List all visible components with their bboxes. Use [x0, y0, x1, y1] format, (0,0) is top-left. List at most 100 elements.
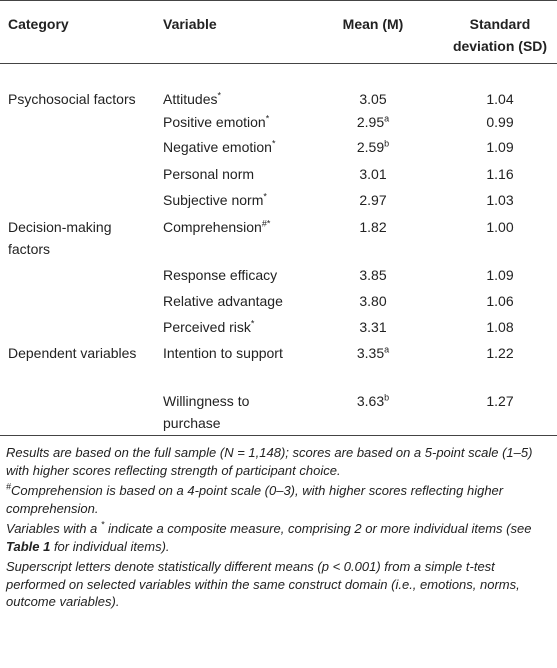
table-row: Decision-making factors Comprehension#* 1.… [0, 216, 557, 264]
category-cell [0, 389, 155, 436]
category-cell: Decision-making factors [0, 216, 155, 264]
sd: 1.06 [486, 292, 514, 309]
variable: Perceived risk [163, 318, 251, 335]
footnote-text: for individual items). [50, 538, 170, 554]
footnote-text: * [100, 519, 105, 530]
footnote-text: indicate a composite measure, comprising… [104, 521, 532, 536]
sd-cell: 1.04 [443, 64, 557, 111]
variable-superscript: * [263, 190, 267, 201]
sd-cell: 1.09 [443, 264, 557, 290]
variable-superscript: #* [261, 217, 271, 228]
variable-cell: Perceived risk* [155, 316, 303, 342]
sd-cell: 1.00 [443, 216, 557, 264]
mean: 3.85 [359, 266, 387, 283]
category-cell [0, 189, 155, 216]
variable-cell: Personal norm [155, 163, 303, 189]
footnote: Results are based on the full sample (N … [6, 444, 551, 479]
table-row: Positive emotion* 2.95a 0.99 [0, 111, 557, 136]
variable: Positive emotion [163, 113, 266, 130]
footnote: Superscript letters denote statistically… [6, 558, 551, 611]
category-cell [0, 163, 155, 189]
header-cell: Variable [155, 0, 303, 64]
mean-cell: 2.95a [303, 111, 443, 136]
variable: Negative emotion [163, 138, 272, 155]
sd: 1.27 [486, 392, 514, 409]
mean: 1.82 [359, 218, 387, 235]
sd: 1.16 [486, 165, 514, 182]
variable: Willingness to purchase [163, 392, 250, 431]
mean-cell: 3.01 [303, 163, 443, 189]
variable-superscript: * [250, 317, 255, 328]
mean: 2.59 [356, 138, 385, 155]
footnote: Variables with a * indicate a composite … [6, 520, 551, 555]
mean: 3.01 [359, 165, 387, 182]
sd-cell: 1.27 [443, 389, 557, 436]
sd-cell: 1.22 [443, 342, 557, 390]
header-cell: Standard deviation (SD) [443, 0, 557, 64]
mean-cell: 1.82 [303, 216, 443, 264]
sd: 1.03 [486, 191, 514, 208]
category-cell [0, 316, 155, 342]
mean: 3.05 [359, 91, 387, 107]
mean-superscript: b [384, 137, 390, 148]
footnotes: Results are based on the full sample (N … [0, 436, 557, 611]
mean: 3.31 [359, 318, 387, 335]
variable: Relative advantage [163, 292, 283, 309]
variable: Personal norm [163, 165, 255, 182]
table-row: Subjective norm* 2.97 1.03 [0, 189, 557, 216]
footnote-text: # [6, 481, 12, 492]
variable-cell: Subjective norm* [155, 189, 303, 216]
category-cell [0, 264, 155, 290]
variable-cell: Positive emotion* [155, 111, 303, 136]
table-row: Response efficacy 3.85 1.09 [0, 264, 557, 290]
variable: Intention to support [163, 344, 283, 361]
category: Decision-making factors [8, 218, 112, 257]
sd-cell: 1.16 [443, 163, 557, 189]
sd: 1.09 [486, 138, 514, 155]
category-cell [0, 136, 155, 163]
header-cell: Category [0, 0, 155, 64]
mean-cell: 3.63b [303, 389, 443, 436]
variable: Response efficacy [163, 266, 278, 283]
mean-cell: 3.31 [303, 316, 443, 342]
sd-cell: 1.06 [443, 290, 557, 316]
mean-cell: 3.80 [303, 290, 443, 316]
variable-cell: Negative emotion* [155, 136, 303, 163]
table-row: Dependent variables Intention to support 3… [0, 342, 557, 390]
sd-cell: 1.03 [443, 189, 557, 216]
sd: 0.99 [486, 113, 514, 130]
category-cell: Psychosocial factors [0, 64, 155, 111]
sd: 1.08 [486, 318, 514, 335]
variable-cell: Intention to support [155, 342, 303, 390]
table-body: Psychosocial factors Attitudes* 3.05 1.04 Po… [0, 64, 557, 436]
sd-cell: 1.08 [443, 316, 557, 342]
category: Psychosocial factors [8, 91, 136, 107]
variable-cell: Comprehension#* [155, 216, 303, 264]
category-cell [0, 111, 155, 136]
variable-superscript: * [265, 112, 270, 123]
header-cell: Mean (M) [303, 0, 443, 64]
variable: Comprehension [163, 218, 262, 235]
mean-superscript: a [384, 343, 390, 354]
table-row: Perceived risk* 3.31 1.08 [0, 316, 557, 342]
footnote-text: Comprehension is based on a 4-point scal… [6, 483, 504, 516]
table-row: Willingness to purchase 3.63b 1.27 [0, 389, 557, 436]
mean-cell: 2.97 [303, 189, 443, 216]
sd-cell: 0.99 [443, 111, 557, 136]
mean-superscript: a [384, 112, 390, 123]
mean-superscript: b [384, 391, 390, 402]
category-cell: Dependent variables [0, 342, 155, 390]
variable-cell: Relative advantage [155, 290, 303, 316]
category: Dependent variables [8, 344, 137, 361]
table: Category Variable Mean (M) Standard deviati… [0, 0, 557, 436]
sd: 1.04 [486, 91, 514, 107]
table-row: Relative advantage 3.80 1.06 [0, 290, 557, 316]
table-row: Psychosocial factors Attitudes* 3.05 1.04 [0, 64, 557, 111]
variable-cell: Attitudes* [155, 64, 303, 111]
mean-cell: 3.35a [303, 342, 443, 390]
footnote-text: Superscript letters denote statistically… [6, 559, 520, 609]
variable-superscript: * [217, 90, 221, 101]
sd-cell: 1.09 [443, 136, 557, 163]
sd: 1.22 [486, 344, 514, 361]
